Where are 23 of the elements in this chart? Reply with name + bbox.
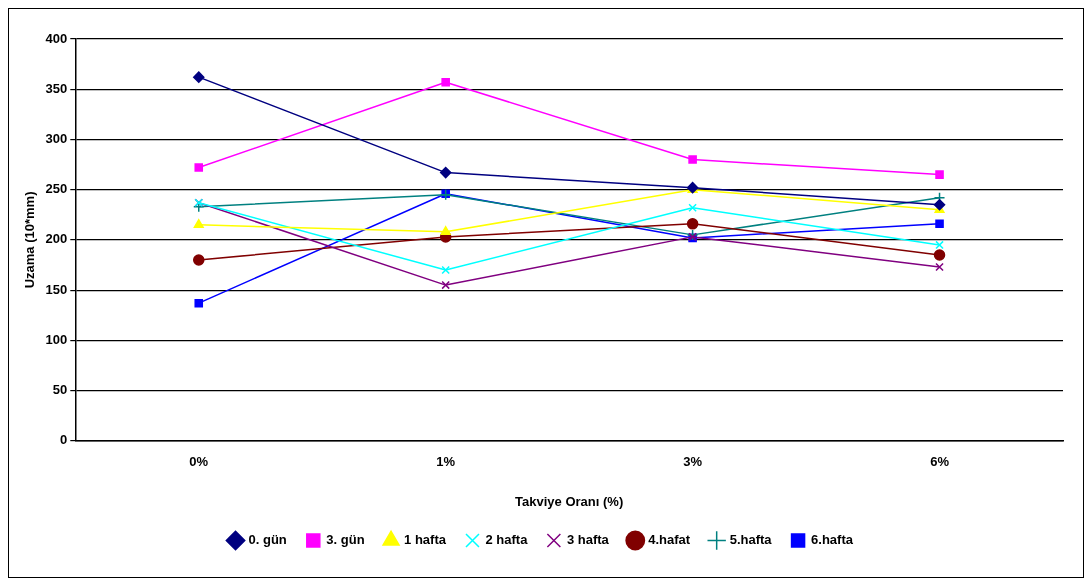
y-tick-label: 50 — [52, 382, 68, 398]
y-tick-label: 400 — [45, 30, 68, 46]
legend-label: 4.hafat — [648, 532, 691, 548]
legend-label: 0. gün — [248, 532, 287, 548]
y-tick-label: 250 — [45, 181, 68, 197]
y-tick-label: 0 — [60, 432, 68, 448]
x-tick-label: 0% — [189, 454, 209, 470]
y-tick-label: 200 — [45, 231, 68, 247]
y-tick-label: 150 — [45, 281, 68, 297]
x-axis-title: Takviye Oranı (%) — [515, 493, 624, 509]
y-tick-label: 300 — [45, 131, 68, 147]
y-tick-label: 100 — [45, 331, 68, 347]
x-tick-label: 6% — [930, 454, 950, 470]
legend-label: 6.hafta — [811, 532, 854, 548]
x-tick-label: 3% — [683, 454, 703, 470]
y-tick-label: 350 — [45, 80, 68, 96]
x-tick-label: 1% — [436, 454, 456, 470]
legend-label: 5.hafta — [729, 532, 773, 548]
legend-label: 1 hafta — [404, 532, 447, 548]
legend-label: 3. gün — [326, 532, 365, 548]
legend-label: 2 hafta — [485, 532, 529, 548]
y-axis-title: Uzama (10*mm) — [22, 191, 38, 289]
legend-label: 3 hafta — [566, 532, 610, 548]
